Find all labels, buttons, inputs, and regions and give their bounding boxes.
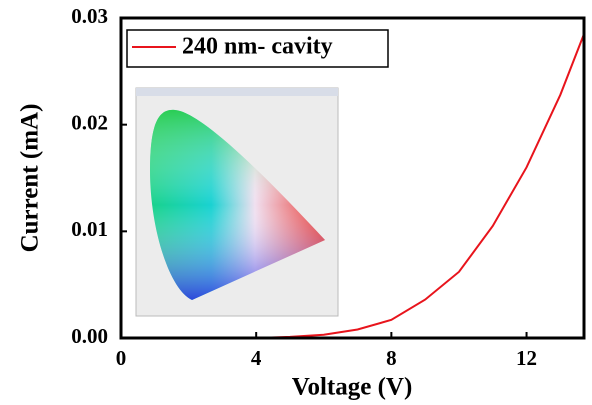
x-axis-label: Voltage (V) <box>292 374 413 401</box>
inset-image <box>135 87 339 317</box>
legend: 240 nm- cavity <box>126 29 389 68</box>
legend-box <box>126 29 389 68</box>
x-tick-label: 8 <box>386 346 397 370</box>
y-tick-label: 0.00 <box>71 324 108 348</box>
y-tick-label: 0.02 <box>71 110 108 134</box>
y-tick-label: 0.03 <box>71 4 108 28</box>
plot-frame <box>119 16 586 340</box>
x-tick-label: 4 <box>251 346 262 370</box>
legend-label: 240 nm- cavity <box>182 34 333 60</box>
y-tick-label: 0.01 <box>71 217 108 241</box>
y-axis-label: Current (mA) <box>17 104 44 253</box>
x-tick-label: 12 <box>516 346 537 370</box>
x-tick-label: 0 <box>116 346 127 370</box>
